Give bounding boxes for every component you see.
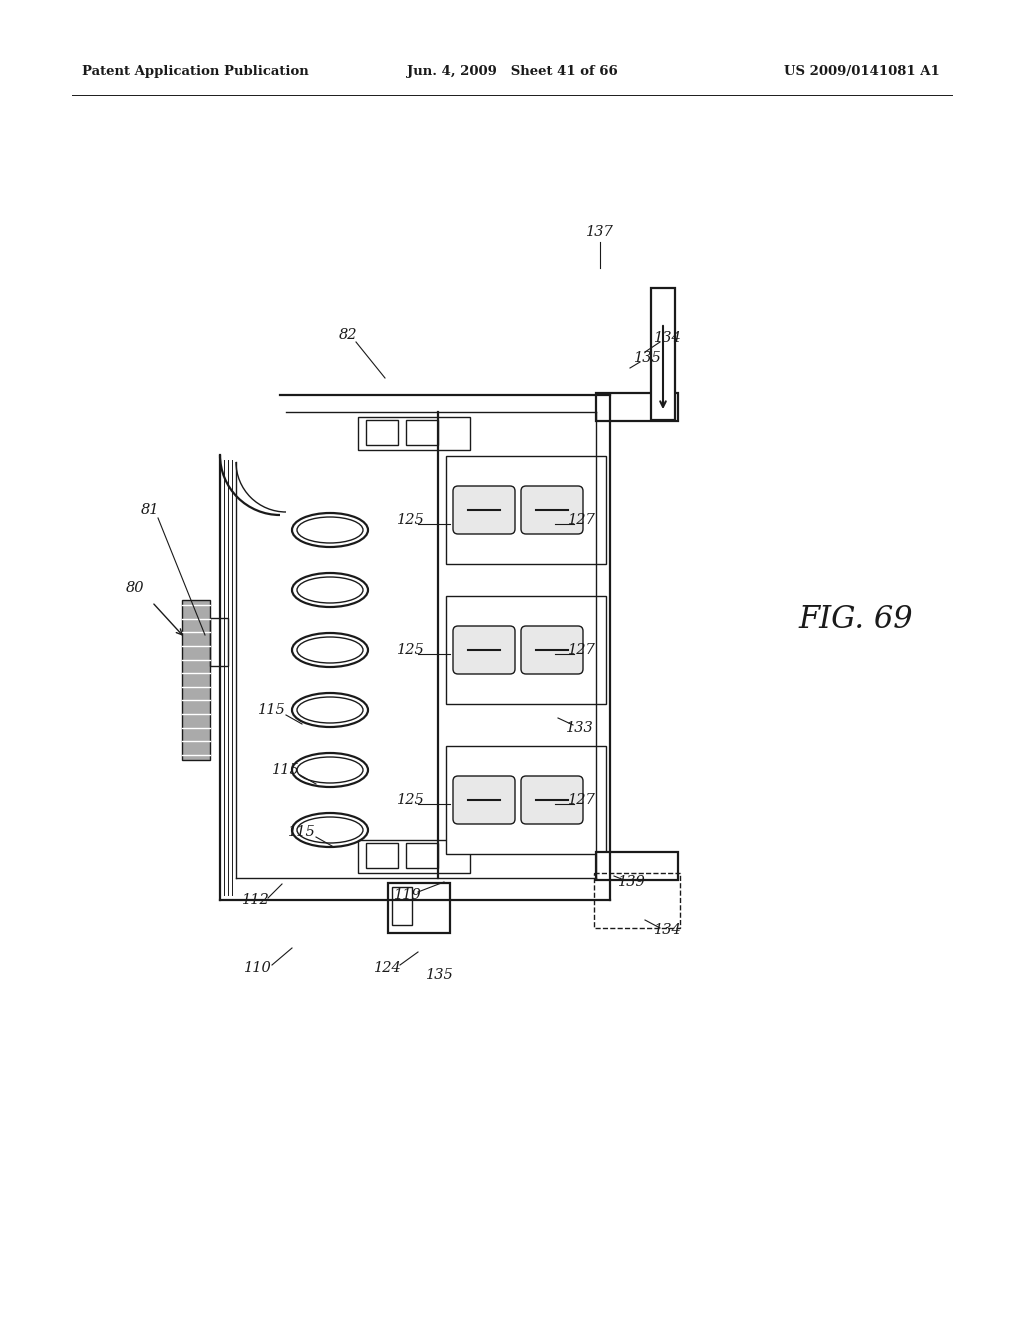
Text: 82: 82 <box>339 327 357 342</box>
Text: 127: 127 <box>568 513 596 527</box>
FancyBboxPatch shape <box>453 486 515 535</box>
Bar <box>446 455 606 564</box>
Text: US 2009/0141081 A1: US 2009/0141081 A1 <box>784 66 940 78</box>
Text: 134: 134 <box>654 923 682 937</box>
Text: 119: 119 <box>394 888 422 902</box>
Bar <box>392 887 412 925</box>
Text: 115: 115 <box>288 825 315 840</box>
Text: 125: 125 <box>397 513 425 527</box>
Bar <box>210 618 228 667</box>
Text: 110: 110 <box>244 961 272 975</box>
Text: 115: 115 <box>258 704 286 717</box>
Text: 127: 127 <box>568 643 596 657</box>
Bar <box>358 417 470 450</box>
Text: 134: 134 <box>654 331 682 345</box>
Bar <box>182 601 210 760</box>
Bar <box>366 843 398 869</box>
Text: FIG. 69: FIG. 69 <box>798 605 912 635</box>
Text: 81: 81 <box>140 503 160 517</box>
Bar <box>406 843 438 869</box>
Text: 127: 127 <box>568 793 596 807</box>
Text: 139: 139 <box>618 875 646 888</box>
Bar <box>596 851 678 880</box>
Text: 133: 133 <box>566 721 594 735</box>
Text: 135: 135 <box>426 968 454 982</box>
Bar <box>388 883 450 933</box>
Text: 125: 125 <box>397 643 425 657</box>
Text: 124: 124 <box>374 961 401 975</box>
Bar <box>651 288 675 420</box>
Text: 137: 137 <box>586 224 613 239</box>
Bar <box>446 597 606 704</box>
Bar <box>406 420 438 445</box>
Bar <box>446 746 606 854</box>
FancyBboxPatch shape <box>521 486 583 535</box>
FancyBboxPatch shape <box>521 776 583 824</box>
Bar <box>594 873 680 928</box>
Text: 112: 112 <box>242 894 270 907</box>
FancyBboxPatch shape <box>521 626 583 675</box>
Text: 125: 125 <box>397 793 425 807</box>
Text: Patent Application Publication: Patent Application Publication <box>82 66 309 78</box>
Bar <box>596 393 678 421</box>
FancyBboxPatch shape <box>453 776 515 824</box>
FancyBboxPatch shape <box>453 626 515 675</box>
Text: 115: 115 <box>272 763 300 777</box>
Text: Jun. 4, 2009   Sheet 41 of 66: Jun. 4, 2009 Sheet 41 of 66 <box>407 66 617 78</box>
Text: 135: 135 <box>634 351 662 366</box>
Text: 80: 80 <box>126 581 144 595</box>
Bar <box>366 420 398 445</box>
Bar <box>358 840 470 873</box>
